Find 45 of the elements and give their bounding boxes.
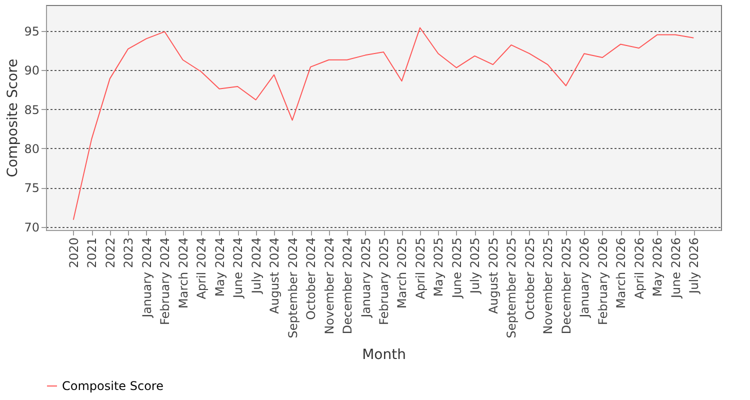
x-tick-label: April 2026	[632, 238, 646, 300]
line-series	[72, 27, 694, 220]
x-tick-label: May 2025	[432, 238, 446, 297]
x-tick-label: August 2025	[486, 238, 500, 314]
y-tick-label: 75	[24, 181, 40, 196]
x-tick-label: August 2024	[268, 238, 282, 314]
x-tick-label: 2023	[122, 238, 136, 268]
x-tick-label: 2020	[66, 238, 81, 268]
x-axis-title: Month	[362, 347, 406, 364]
x-tick-label: June 2026	[668, 238, 683, 299]
y-axis-title: Composite Score	[5, 58, 22, 178]
y-tick-label: 70	[24, 220, 40, 234]
y-tick-label: 80	[24, 142, 40, 156]
x-tick-label: 2021	[85, 238, 100, 268]
x-tick-label: February 2025	[377, 238, 391, 326]
x-tick-label: March 2024	[176, 238, 190, 308]
x-tick-label: October 2024	[304, 238, 318, 320]
x-tick-label: July 2025	[468, 238, 482, 294]
x-tick-label: February 2024	[158, 238, 172, 326]
x-tick-label: March 2025	[395, 238, 410, 308]
x-tick-label: June 2024	[231, 238, 246, 299]
x-tick-label: March 2026	[614, 238, 628, 308]
y-tick-label: 90	[24, 64, 40, 78]
x-tick-label: December 2024	[340, 238, 355, 334]
x-tick-label: July 2026	[687, 238, 702, 294]
x-tick-label: October 2025	[522, 238, 537, 320]
x-tick-label: September 2025	[504, 238, 519, 338]
x-tick-label: January 2026	[578, 238, 592, 318]
x-tick-label: July 2024	[249, 238, 264, 294]
x-tick-label: 2022	[103, 238, 118, 268]
x-tick-label: April 2025	[413, 238, 428, 300]
x-tick-label: January 2024	[140, 238, 154, 318]
x-tick-label: May 2024	[212, 238, 227, 297]
x-tick-label: November 2024	[322, 238, 336, 334]
x-tick-label: November 2025	[541, 238, 556, 334]
y-tick-label: 85	[24, 102, 40, 117]
x-tick-label: January 2025	[358, 238, 373, 318]
x-tick-label: February 2026	[596, 238, 610, 326]
x-tick-label: May 2026	[650, 238, 665, 297]
legend-label: Composite Score	[62, 379, 164, 393]
x-tick-label: June 2025	[450, 238, 464, 299]
x-tick-label: December 2025	[559, 238, 574, 334]
y-tick-label: 95	[24, 24, 40, 38]
x-tick-label: September 2024	[286, 238, 300, 338]
x-tick-label: April 2024	[194, 238, 209, 300]
